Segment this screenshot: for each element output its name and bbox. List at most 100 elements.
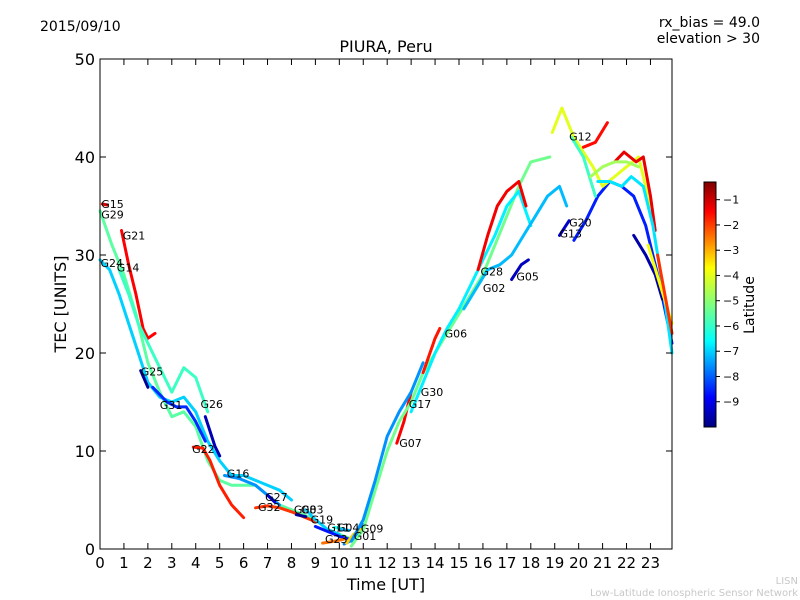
y-tick-label: 20 [75,344,95,363]
series-line [421,327,442,375]
x-tick-label: 20 [569,554,588,572]
satellite-label: G30 [421,386,444,399]
colorbar-tick-label: −3 [723,244,739,257]
colorbar-tick-label: −8 [723,370,739,383]
x-tick-label: 7 [263,554,273,572]
satellite-label: G24 [101,257,124,270]
y-tick-label: 30 [75,246,95,265]
x-tick-label: 10 [330,554,349,572]
satellite-label: G28 [481,266,504,279]
satellite-label: G04 [337,521,360,534]
series-line [304,508,341,536]
series-line [589,160,640,179]
satellite-label: G31 [160,399,183,412]
series-line [550,106,652,208]
y-tick-label: 50 [75,50,95,69]
x-axis-label: Time [UT] [346,575,425,594]
series-line [98,258,293,502]
series-line [409,189,533,414]
series-line [558,219,571,237]
series-line [191,445,246,520]
x-tick-label: 4 [191,554,201,572]
satellite-label: G32 [258,501,281,514]
x-axis: 0 1 2 3 4 5 6 7 8 9 10 11 12 13 14 15 16 17 18 19 20 21 22 23 [95,59,660,572]
series-layer [98,106,674,548]
satellite-label: G27 [265,491,288,504]
colorbar-tick-label: −2 [723,219,739,232]
x-tick-label: 17 [497,554,516,572]
series-line [349,155,552,548]
series-line [581,121,609,149]
series-line [321,537,346,545]
satellite-label: G14 [117,262,140,275]
x-tick-label: 21 [593,554,612,572]
series-line [100,202,109,207]
colorbar-tick-label: −1 [723,194,739,207]
series-line [337,527,351,532]
series-line [151,385,207,443]
colorbar-tick-label: −4 [723,269,739,282]
x-tick-label: 6 [239,554,249,572]
x-tick-label: 9 [311,554,321,572]
series-line [117,268,210,414]
colorbar-tick-label: −5 [723,295,739,308]
satellite-label: G17 [409,398,432,411]
y-tick-label: 40 [75,148,95,167]
x-tick-label: 18 [521,554,540,572]
satellite-label: G16 [227,468,250,481]
satellite-label: G22 [192,443,215,456]
series-line [476,180,528,272]
series-line [120,229,157,340]
date-label: 2015/09/10 [40,19,121,35]
series-line [572,180,674,345]
x-tick-label: 0 [95,554,105,572]
x-tick-label: 2 [143,554,153,572]
colorbar-tick-label: −7 [723,345,739,358]
satellite-label: G03 [301,504,324,517]
satellite-label: G26 [201,398,224,411]
series-line [632,233,664,301]
elevation-label: elevation > 30 [657,31,760,47]
x-tick-label: 12 [378,554,397,572]
x-tick-label: 5 [215,554,225,572]
satellite-label: G15 [101,198,124,211]
satellite-label: G02 [483,282,506,295]
chart-title: PIURA, Peru [339,37,432,56]
series-line [462,184,569,311]
series-line [349,361,425,543]
x-tick-label: 13 [402,554,421,572]
satellite-label: G07 [399,437,422,450]
colorbar-label: Latitude [742,276,758,334]
x-tick-label: 22 [617,554,636,572]
y-tick-label: 10 [75,442,95,461]
x-tick-label: 19 [545,554,564,572]
x-tick-label: 14 [426,554,445,572]
colorbar-tick-label: −9 [723,396,739,409]
satellite-label: G21 [123,229,146,242]
series-line [570,135,597,198]
colorbar-ticks: −1 −2 −3 −4 −5 −6 −7 −8 −9 [716,194,739,409]
satellite-label: G06 [445,327,468,340]
satellite-label: G08 [294,504,317,517]
y-tick-label: 0 [85,540,95,559]
satellite-label: G11 [327,521,350,534]
credit-lisn: LISN [775,576,798,587]
rx-bias-label: rx_bias = 49.0 [659,15,760,31]
series-line [98,209,353,541]
x-tick-label: 16 [473,554,492,572]
y-axis-label: TEC [UNITS] [51,256,70,354]
x-tick-label: 3 [167,554,177,572]
satellite-label: G12 [569,130,592,143]
satellite-label: G29 [101,209,124,222]
satellite-label: G09 [361,522,384,535]
satellite-label: G13 [560,227,583,240]
series-line [203,415,222,458]
series-line [294,513,308,519]
satellite-label: G05 [516,271,539,284]
series-line [613,150,657,232]
satellite-label: G01 [354,530,377,543]
x-tick-label: 23 [641,554,660,572]
satellite-label: G25 [141,366,164,379]
